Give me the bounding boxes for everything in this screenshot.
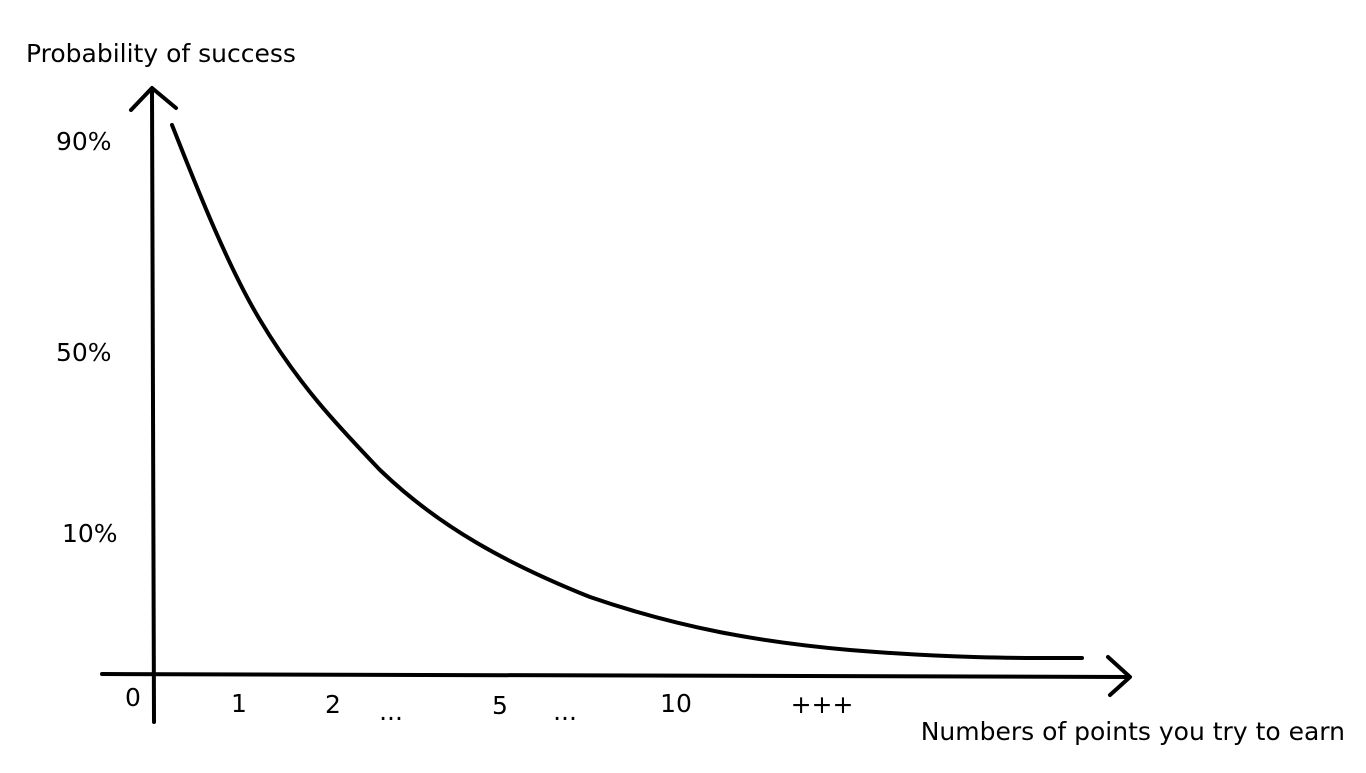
y-tick-label: 90% xyxy=(56,127,112,156)
x-axis-title: Numbers of points you try to earn xyxy=(921,717,1345,746)
y-axis-title: Probability of success xyxy=(26,39,296,68)
x-axis-arrowhead xyxy=(1106,655,1132,697)
x-tick-label: 5 xyxy=(492,691,508,720)
x-tick-label: ... xyxy=(379,697,403,726)
y-axis-arrowhead xyxy=(129,86,178,112)
x-tick-label: +++ xyxy=(791,690,854,719)
x-tick-label: ... xyxy=(553,697,577,726)
x-tick-label: 10 xyxy=(660,689,692,718)
x-tick-label: 1 xyxy=(231,689,247,718)
x-tick-label: 0 xyxy=(125,683,141,712)
y-tick-label: 50% xyxy=(56,338,112,367)
x-axis-line xyxy=(100,672,1130,679)
y-axis-line xyxy=(150,88,156,724)
probability-curve xyxy=(170,123,1084,661)
x-tick-label: 2 xyxy=(325,690,341,719)
y-tick-label: 10% xyxy=(62,519,118,548)
